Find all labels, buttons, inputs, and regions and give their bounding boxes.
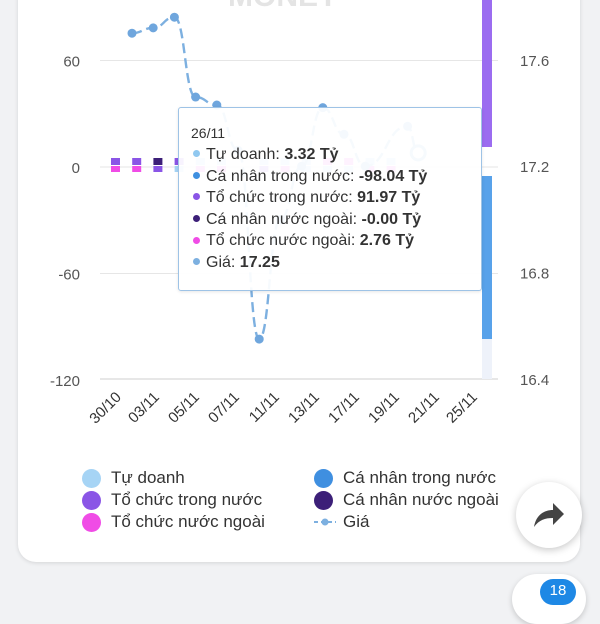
legend-item-gia[interactable]: Giá bbox=[314, 512, 522, 532]
price-point bbox=[127, 28, 137, 38]
legend-dot bbox=[82, 512, 101, 532]
tooltip-dot bbox=[193, 171, 200, 179]
x-axis: 30/10 03/11 05/11 07/11 11/11 13/11 17/11 19/11… bbox=[86, 389, 481, 428]
right-axis-tick: 17.2 bbox=[520, 159, 549, 176]
x-axis-tick: 13/11 bbox=[285, 389, 323, 427]
x-axis-tick: 07/11 bbox=[205, 389, 243, 427]
tooltip-row-to-chuc-nuoc-ngoai: Tổ chức nước ngoài: 2.76 Tỷ bbox=[191, 230, 469, 252]
price-point bbox=[191, 92, 201, 102]
x-axis-tick: 25/11 bbox=[443, 389, 481, 427]
x-axis-tick: 03/11 bbox=[125, 389, 163, 427]
bar bbox=[153, 166, 163, 172]
legend-dot bbox=[82, 468, 101, 488]
right-axis-tick: 16.4 bbox=[520, 372, 549, 389]
legend-item-tu-doanh[interactable]: Tự doanh bbox=[82, 468, 302, 488]
tooltip-dot bbox=[193, 193, 200, 201]
tooltip-row-ca-nhan-trong-nuoc: Cá nhân trong nước: -98.04 Tỷ bbox=[191, 166, 469, 188]
share-button[interactable] bbox=[516, 482, 582, 548]
right-axis: 17.6 17.2 16.8 16.4 bbox=[520, 53, 549, 389]
x-axis-tick: 17/11 bbox=[325, 389, 363, 427]
bar bbox=[153, 158, 163, 165]
chart-legend: Tự doanh Cá nhân trong nước Tổ chức tron… bbox=[82, 468, 542, 540]
bar bbox=[132, 158, 142, 165]
bar-ca-nhan-trong-nuoc bbox=[482, 176, 492, 339]
bar bbox=[111, 166, 120, 172]
legend-dot bbox=[314, 490, 333, 510]
bar bbox=[111, 158, 120, 165]
legend-dot bbox=[82, 490, 101, 510]
legend-line-icon bbox=[314, 518, 336, 526]
tooltip-row-tu-doanh: Tự doanh: 3.32 Tỷ bbox=[191, 144, 469, 166]
watermark: MONEY bbox=[228, 0, 338, 13]
tooltip-dot bbox=[193, 150, 200, 158]
x-axis-tick: 05/11 bbox=[165, 389, 203, 427]
tooltip-row-to-chuc-trong-nuoc: Tổ chức trong nước: 91.97 Tỷ bbox=[191, 187, 469, 209]
left-axis-tick: 0 bbox=[72, 160, 80, 177]
left-axis-tick: 60 bbox=[63, 54, 80, 71]
notification-badge[interactable]: 18 bbox=[540, 579, 576, 605]
left-axis-tick: -120 bbox=[50, 373, 80, 390]
chart-tooltip: 26/11 Tự doanh: 3.32 Tỷ Cá nhân trong nư… bbox=[178, 107, 482, 291]
tooltip-date: 26/11 bbox=[191, 125, 225, 141]
bar-to-chuc-trong-nuoc bbox=[482, 0, 492, 147]
bar bbox=[132, 166, 142, 172]
tooltip-dot bbox=[193, 236, 200, 244]
right-axis-tick: 17.6 bbox=[520, 53, 549, 70]
bar-highlight-bg bbox=[482, 339, 492, 379]
x-axis-tick: 11/11 bbox=[246, 389, 283, 426]
price-point bbox=[169, 12, 179, 22]
legend-item-to-chuc-nuoc-ngoai[interactable]: Tổ chức nước ngoài bbox=[82, 512, 302, 532]
right-axis-tick: 16.8 bbox=[520, 266, 549, 283]
price-point bbox=[254, 334, 264, 344]
tooltip-dot bbox=[193, 258, 200, 266]
legend-item-ca-nhan-nuoc-ngoai[interactable]: Cá nhân nước ngoài bbox=[314, 490, 522, 510]
x-axis-tick: 21/11 bbox=[405, 389, 443, 427]
price-point bbox=[148, 23, 158, 33]
share-arrow-icon bbox=[534, 503, 564, 527]
legend-item-to-chuc-trong-nuoc[interactable]: Tổ chức trong nước bbox=[82, 490, 302, 510]
legend-item-ca-nhan-trong-nuoc[interactable]: Cá nhân trong nước bbox=[314, 468, 522, 488]
tooltip-row-ca-nhan-nuoc-ngoai: Cá nhân nước ngoài: -0.00 Tỷ bbox=[191, 209, 469, 231]
tooltip-row-gia: Giá: 17.25 bbox=[191, 252, 469, 274]
tooltip-dot bbox=[193, 215, 200, 223]
left-axis-tick: -60 bbox=[58, 267, 80, 284]
left-axis: 60 0 -60 -120 bbox=[50, 54, 80, 391]
x-axis-tick: 19/11 bbox=[365, 389, 403, 427]
legend-dot bbox=[314, 468, 333, 488]
x-axis-tick: 30/10 bbox=[86, 389, 125, 428]
